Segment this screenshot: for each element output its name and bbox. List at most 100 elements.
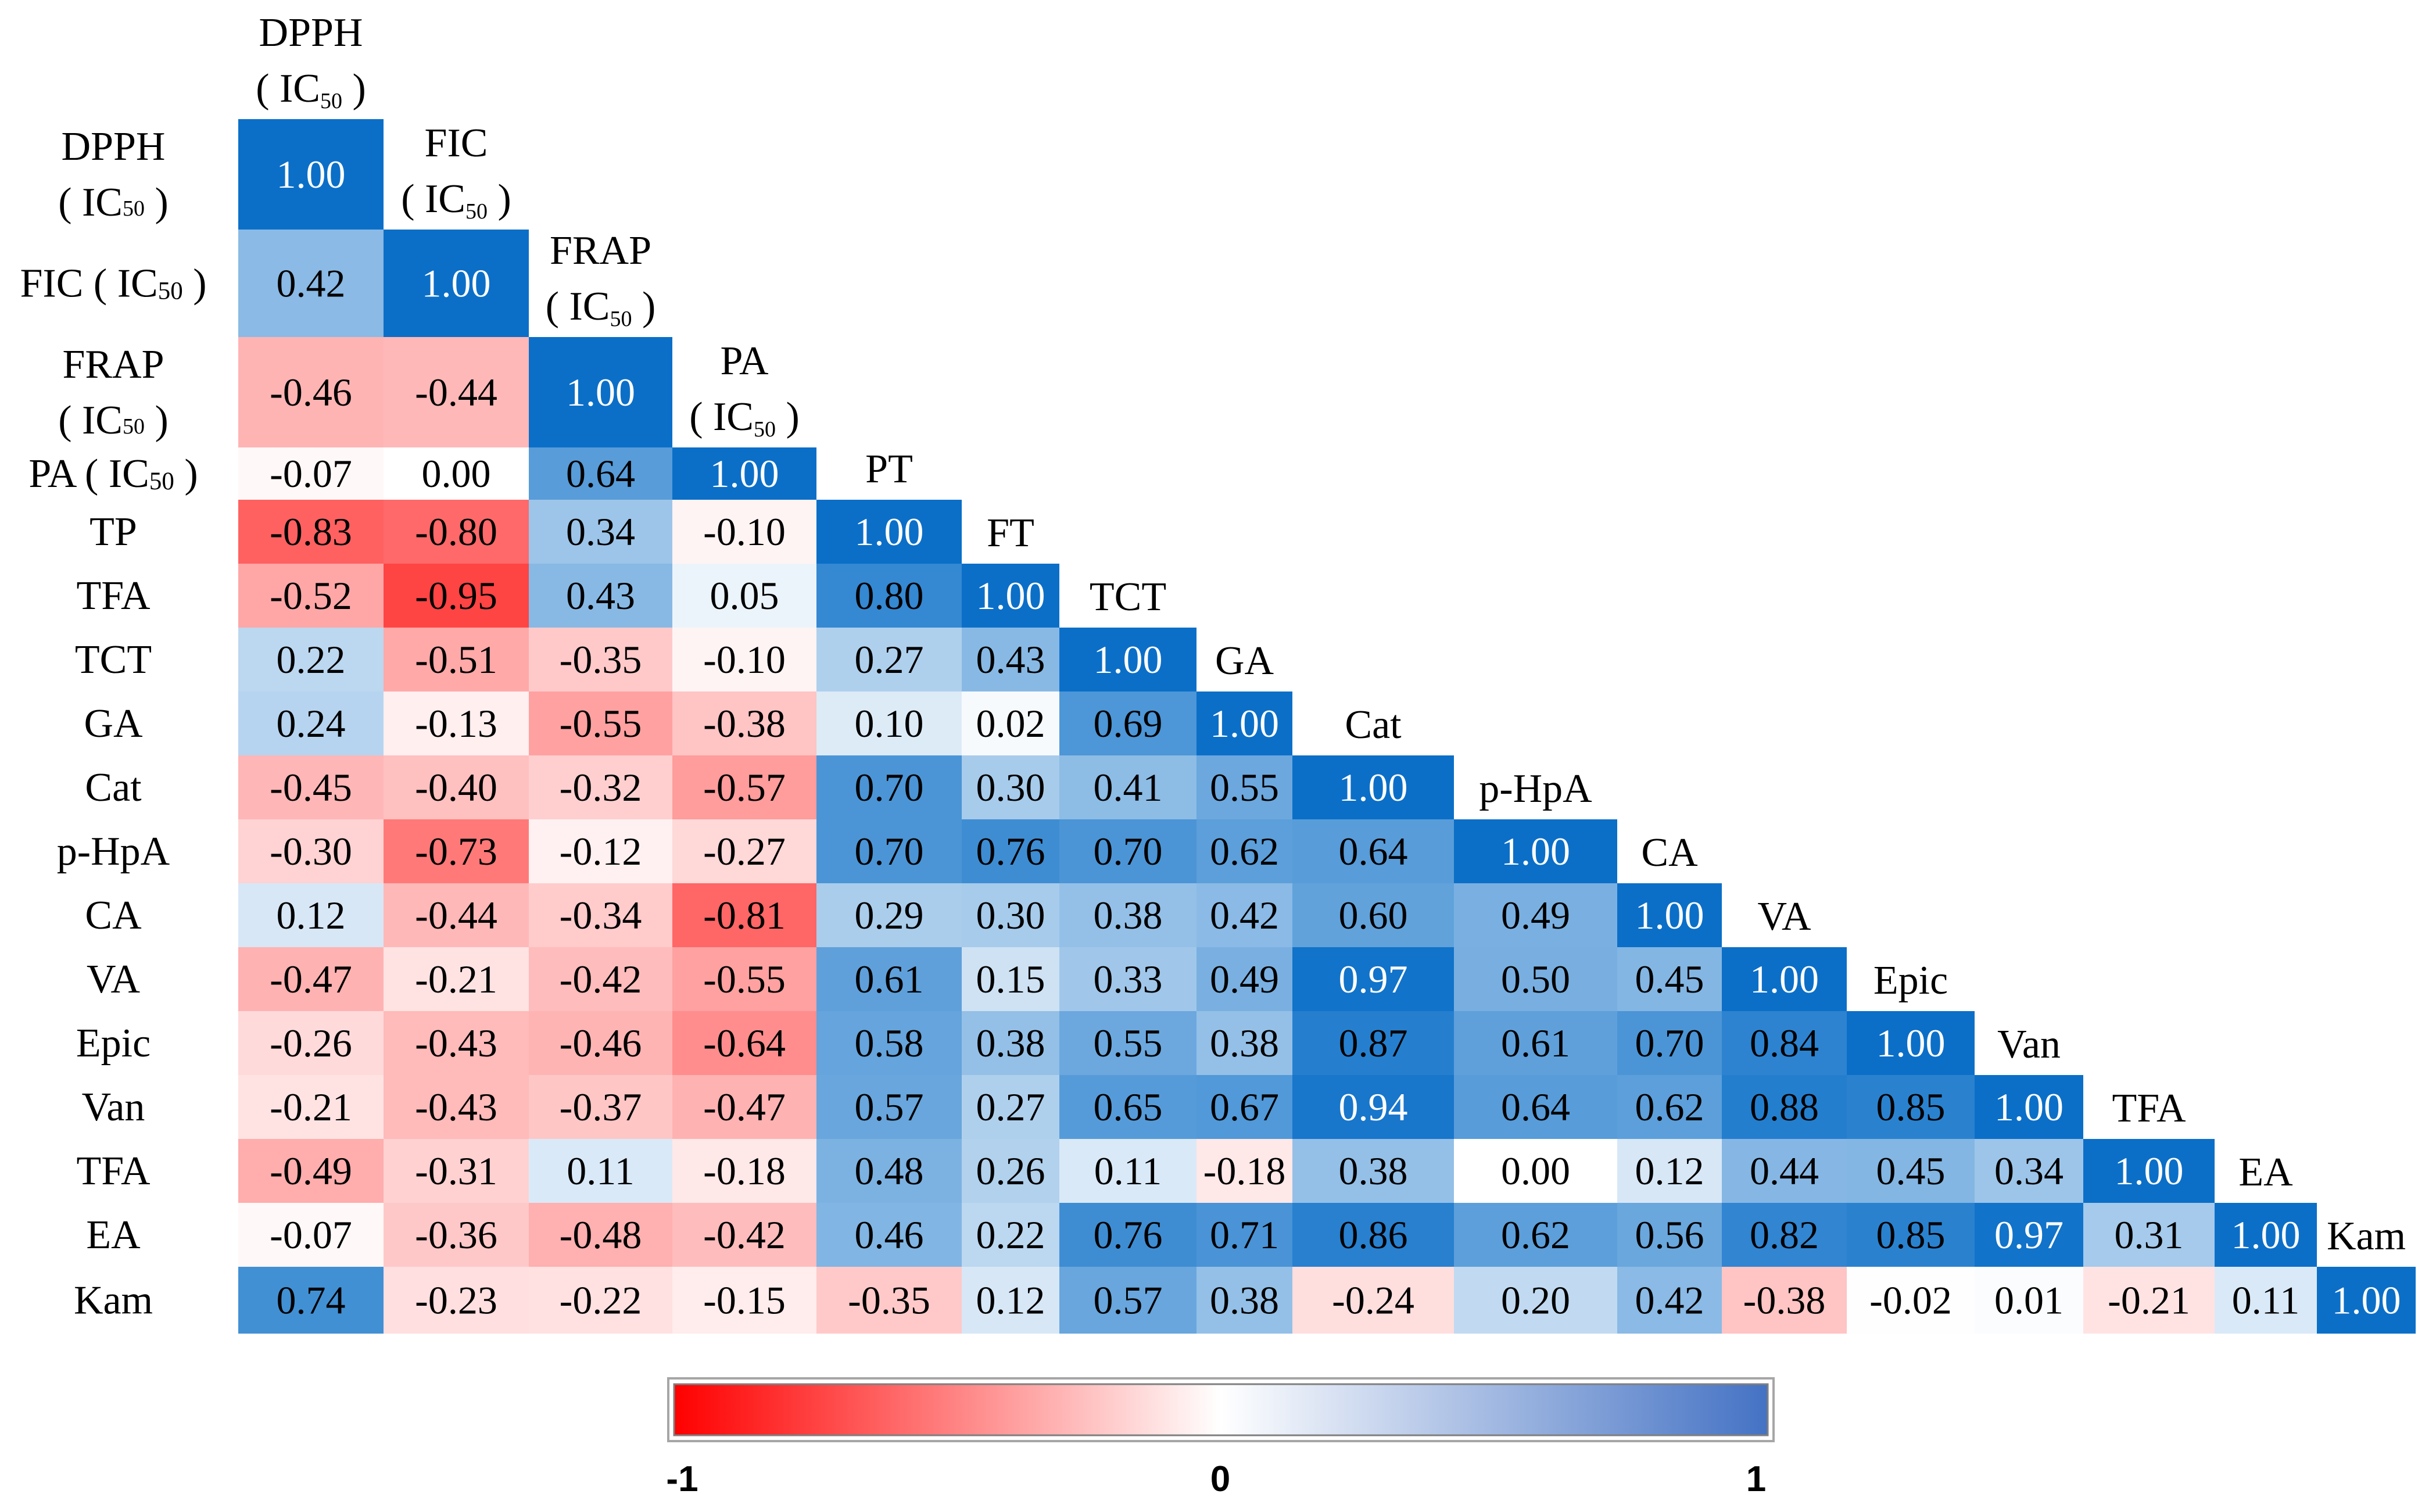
column-label: PA (720, 339, 769, 384)
heatmap-cell-rect (1454, 1267, 1617, 1334)
heatmap-cell: -0.64 (672, 1011, 816, 1075)
heatmap-cell-rect (1292, 755, 1454, 819)
heatmap-cell-value: 0.01 (1994, 1278, 2064, 1323)
heatmap-cell-value: -0.57 (703, 765, 786, 809)
heatmap-cell-rect (238, 1011, 384, 1075)
heatmap-cell-value: -0.30 (270, 829, 352, 873)
heatmap-cell-value: 1.00 (2115, 1149, 2184, 1193)
heatmap-cell-rect (238, 1139, 384, 1203)
heatmap-cell-value: 0.42 (1635, 1278, 1704, 1323)
heatmap-cell: 0.30 (962, 883, 1059, 947)
heatmap-cell: 0.22 (238, 628, 384, 691)
heatmap-cell-value: -0.42 (703, 1213, 786, 1257)
heatmap-cell-value: -0.44 (415, 370, 497, 414)
heatmap-cell: 0.33 (1059, 947, 1196, 1011)
heatmap-cell-rect (529, 564, 672, 628)
heatmap-cell-value: 1.00 (1339, 765, 1408, 809)
heatmap-cell: 0.48 (816, 1139, 962, 1203)
heatmap-cell-value: -0.81 (703, 893, 786, 937)
column-label: TCT (1090, 575, 1166, 619)
heatmap-cell-rect (1454, 1203, 1617, 1267)
heatmap-cell-rect (1196, 1011, 1292, 1075)
heatmap-cell: 0.15 (962, 947, 1059, 1011)
heatmap-cell: 0.61 (816, 947, 962, 1011)
heatmap-cell-value: 0.34 (1994, 1149, 2064, 1193)
heatmap-cell: -0.38 (672, 691, 816, 755)
heatmap-cell-value: 0.71 (1210, 1213, 1279, 1257)
heatmap-cell: 0.67 (1196, 1075, 1292, 1139)
heatmap-cell: 0.00 (384, 447, 529, 500)
heatmap-cell-rect (672, 1011, 816, 1075)
heatmap-cell-value: 0.34 (566, 510, 635, 554)
heatmap-cell-rect (816, 1011, 962, 1075)
row-label: TFA (76, 1149, 150, 1194)
heatmap-cell-rect (1722, 1075, 1847, 1139)
heatmap-cell-rect (962, 564, 1059, 628)
heatmap-cell-rect (1292, 819, 1454, 883)
heatmap-cell-value: 0.02 (976, 701, 1045, 746)
heatmap-cell-rect (1617, 1203, 1722, 1267)
row-label: Van (82, 1085, 145, 1130)
heatmap-cell-rect (1617, 1011, 1722, 1075)
heatmap-cell-rect (672, 564, 816, 628)
heatmap-cell-value: 0.00 (1501, 1149, 1570, 1193)
heatmap-cell: 0.57 (1059, 1267, 1196, 1334)
heatmap-cell: -0.34 (529, 883, 672, 947)
heatmap-cell-rect (384, 564, 529, 628)
heatmap-cell: 0.30 (962, 755, 1059, 819)
heatmap-cell-rect (238, 337, 384, 447)
heatmap-cell: 0.69 (1059, 691, 1196, 755)
heatmap-cell-rect (962, 1075, 1059, 1139)
heatmap-cell-rect (529, 755, 672, 819)
heatmap-cell-value: 0.61 (1501, 1021, 1570, 1065)
row-label: p-HpA (57, 829, 170, 874)
heatmap-cell: -0.18 (1196, 1139, 1292, 1203)
heatmap-cell: 0.46 (816, 1203, 962, 1267)
row-label: DPPH (62, 124, 166, 169)
heatmap-cell-value: -0.38 (703, 701, 786, 746)
heatmap-cell-rect (384, 1075, 529, 1139)
heatmap-cell: -0.27 (672, 819, 816, 883)
heatmap-cell-rect (1059, 819, 1196, 883)
heatmap-cell-rect (816, 1139, 962, 1203)
heatmap-cell-value: -0.34 (560, 893, 642, 937)
heatmap-cell: 0.27 (962, 1075, 1059, 1139)
heatmap-cell: -0.57 (672, 755, 816, 819)
heatmap-cell: 0.71 (1196, 1203, 1292, 1267)
heatmap-cell-rect (962, 755, 1059, 819)
heatmap-cell-value: -0.18 (703, 1149, 786, 1193)
legend-gradient-bar (673, 1383, 1769, 1436)
heatmap-cell-value: 0.74 (277, 1278, 346, 1323)
heatmap-cell-value: -0.21 (270, 1085, 352, 1129)
heatmap-cell-rect (529, 447, 672, 500)
heatmap-cell: 1.00 (1196, 691, 1292, 755)
heatmap-cell: 0.49 (1196, 947, 1292, 1011)
heatmap-cell-value: 0.27 (855, 637, 924, 682)
heatmap-cell-value: 0.57 (855, 1085, 924, 1129)
heatmap-cell-value: -0.43 (415, 1085, 497, 1129)
row-label: Kam (74, 1278, 153, 1323)
heatmap-cell-rect (238, 447, 384, 500)
heatmap-cell-rect (1722, 947, 1847, 1011)
heatmap-cell: -0.47 (672, 1075, 816, 1139)
heatmap-cell-value: 0.33 (1094, 957, 1163, 1001)
heatmap-cell-value: 0.76 (976, 829, 1045, 873)
heatmap-cell: 0.27 (816, 628, 962, 691)
heatmap-cell: -0.47 (238, 947, 384, 1011)
heatmap-cell: 0.62 (1196, 819, 1292, 883)
heatmap-cell-rect (238, 947, 384, 1011)
heatmap-cell-rect (384, 1267, 529, 1334)
heatmap-cell-value: -0.35 (560, 637, 642, 682)
heatmap-cell-value: -0.37 (560, 1085, 642, 1129)
heatmap-cell-rect (529, 500, 672, 564)
heatmap-cell-rect (1292, 1011, 1454, 1075)
heatmap-cell-value: 0.55 (1094, 1021, 1163, 1065)
heatmap-cell-value: 1.00 (976, 574, 1045, 618)
heatmap-cell-value: -0.21 (2108, 1278, 2190, 1323)
heatmap-cell-rect (1196, 1139, 1292, 1203)
heatmap-cell-rect (1617, 883, 1722, 947)
column-label: Cat (1345, 703, 1402, 747)
column-label: EA (2238, 1150, 2293, 1195)
heatmap-cell-rect (1196, 1075, 1292, 1139)
column-label: CA (1641, 830, 1698, 875)
